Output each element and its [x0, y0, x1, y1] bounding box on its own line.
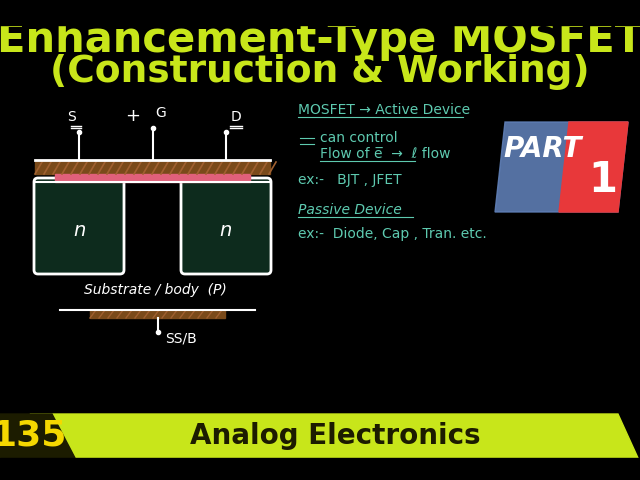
Text: n: n [220, 221, 232, 240]
Text: D: D [230, 110, 241, 124]
Text: n: n [73, 221, 85, 240]
Text: (Construction & Working): (Construction & Working) [50, 54, 590, 90]
Polygon shape [0, 414, 75, 458]
Text: Passive Device: Passive Device [298, 203, 402, 217]
Text: ex:-  Diode, Cap , Tran. etc.: ex:- Diode, Cap , Tran. etc. [298, 227, 487, 241]
Text: SS/B: SS/B [166, 331, 197, 345]
Text: ex:-   BJT , JFET: ex:- BJT , JFET [298, 173, 402, 187]
Bar [35, 160, 270, 174]
Text: Substrate / body  (P): Substrate / body (P) [84, 283, 227, 297]
Text: S: S [67, 110, 76, 124]
Text: Flow of e̅  →  ℓ flow: Flow of e̅ → ℓ flow [320, 147, 451, 161]
Polygon shape [30, 414, 638, 458]
Text: 1: 1 [589, 159, 618, 202]
Text: MOSFET → Active Device: MOSFET → Active Device [298, 103, 470, 117]
Text: PART: PART [503, 135, 582, 163]
Bar [0, 0, 640, 25]
Text: Enhancement-Type MOSFET: Enhancement-Type MOSFET [0, 19, 640, 61]
Bar [90, 310, 225, 318]
FancyBboxPatch shape [34, 178, 124, 274]
Text: G: G [155, 106, 166, 120]
Bar [55, 174, 250, 182]
Polygon shape [559, 122, 628, 212]
Text: +: + [125, 107, 140, 125]
Polygon shape [495, 122, 628, 212]
FancyBboxPatch shape [181, 178, 271, 274]
Bar [300, 134, 314, 150]
Text: can control: can control [320, 131, 397, 145]
Bar [0, 458, 640, 480]
Text: 135: 135 [0, 419, 68, 453]
Text: Analog Electronics: Analog Electronics [189, 422, 480, 450]
